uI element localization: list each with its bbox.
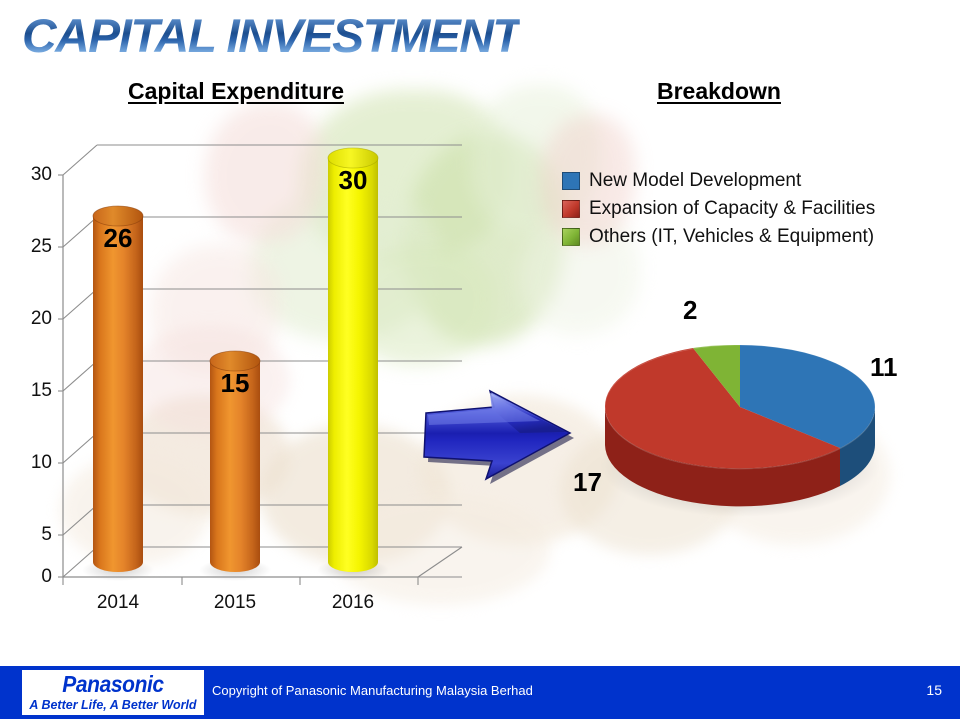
panasonic-logo-wordmark: Panasonic bbox=[62, 671, 164, 698]
legend-item-expansion-of-capacity[interactable]: Expansion of Capacity & Facilities bbox=[562, 198, 875, 220]
legend-item-new-model-development[interactable]: New Model Development bbox=[562, 170, 875, 192]
y-axis-label-0: 0 bbox=[41, 566, 52, 587]
bar-2015 bbox=[209, 350, 261, 572]
pie-value-expansion-of-capacity: 17 bbox=[573, 467, 602, 497]
x-axis-label-2015: 2015 bbox=[213, 592, 257, 613]
bar-value-2015: 15 bbox=[220, 368, 250, 398]
bar-chart-axes bbox=[58, 144, 463, 585]
pie-slice-others[interactable] bbox=[693, 344, 740, 407]
legend-swatch-green bbox=[562, 228, 580, 246]
legend-swatch-red bbox=[562, 200, 580, 218]
y-axis-label-20: 20 bbox=[30, 308, 52, 329]
breakdown-pie-chart: 11 17 2 bbox=[573, 290, 945, 540]
capital-expenditure-bar-chart: 30 25 20 15 10 5 0 2014 2015 2016 26 15 … bbox=[0, 130, 480, 630]
pie-depth-blue bbox=[840, 407, 875, 486]
legend-swatch-blue bbox=[562, 172, 580, 190]
copyright-text: Copyright of Panasonic Manufacturing Mal… bbox=[212, 683, 533, 698]
pie-value-new-model-development: 11 bbox=[870, 352, 898, 382]
bar-value-2016: 30 bbox=[338, 165, 368, 195]
page-title: CAPITAL INVESTMENT bbox=[22, 9, 522, 62]
pie-slice-expansion-of-capacity[interactable] bbox=[604, 348, 840, 469]
bar-2014 bbox=[92, 205, 144, 572]
y-axis-label-25: 25 bbox=[30, 236, 52, 257]
right-arrow-icon bbox=[423, 389, 574, 484]
legend-label-new-model-development: New Model Development bbox=[589, 170, 802, 191]
y-axis-label-10: 10 bbox=[30, 452, 52, 473]
bar-value-2014: 26 bbox=[103, 223, 133, 253]
pie-slice-new-model-development[interactable] bbox=[740, 345, 875, 448]
panasonic-logo: Panasonic A Better Life, A Better World bbox=[22, 670, 204, 715]
pie-depth-red bbox=[605, 407, 840, 507]
slide-footer: Panasonic A Better Life, A Better World … bbox=[0, 666, 960, 719]
capital-expenditure-heading: Capital Expenditure bbox=[128, 78, 344, 104]
legend-item-others[interactable]: Others (IT, Vehicles & Equipment) bbox=[562, 226, 875, 248]
bar-2016 bbox=[327, 147, 379, 572]
panasonic-logo-tagline: A Better Life, A Better World bbox=[29, 697, 197, 713]
pie-value-others: 2 bbox=[683, 295, 698, 325]
pie-svg bbox=[600, 344, 880, 517]
breakdown-heading: Breakdown bbox=[657, 78, 781, 104]
x-axis-label-2016: 2016 bbox=[331, 592, 375, 613]
page-number: 15 bbox=[926, 682, 942, 698]
y-axis-label-30: 30 bbox=[30, 164, 52, 185]
x-axis-label-2014: 2014 bbox=[96, 592, 140, 613]
y-axis-label-15: 15 bbox=[30, 380, 52, 401]
legend-label-others: Others (IT, Vehicles & Equipment) bbox=[589, 226, 875, 247]
y-axis-label-5: 5 bbox=[41, 524, 52, 545]
pie-legend: New Model Development Expansion of Capac… bbox=[562, 170, 875, 254]
legend-label-expansion-of-capacity: Expansion of Capacity & Facilities bbox=[589, 198, 876, 219]
